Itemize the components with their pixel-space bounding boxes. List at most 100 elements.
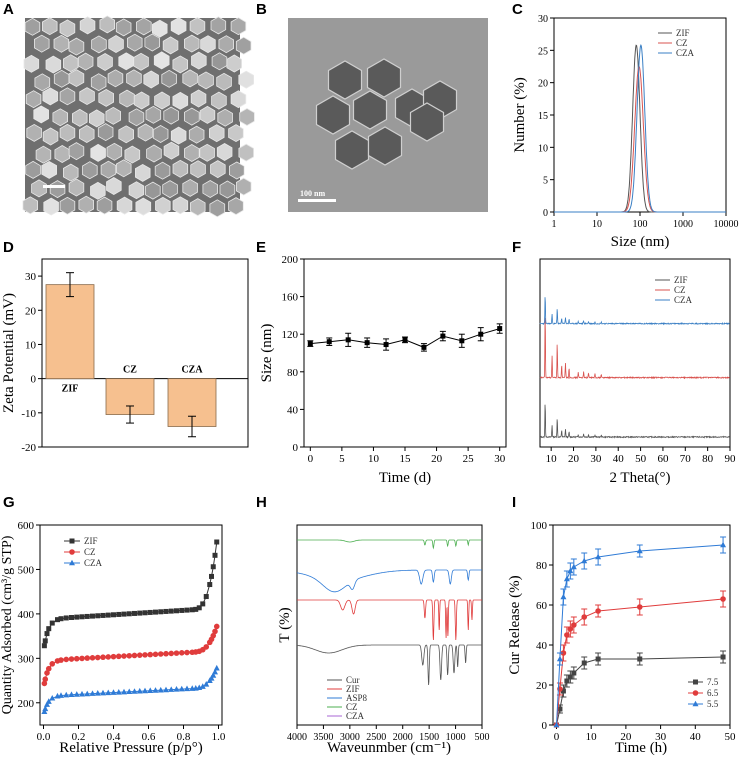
chart-g-legend-label: CZA	[84, 558, 103, 568]
chart-g-point	[42, 705, 49, 712]
chart-e-xtick-label: 0	[308, 453, 314, 465]
chart-g-point	[210, 564, 216, 570]
chart-g-point	[95, 613, 101, 619]
sem-particle	[126, 69, 142, 88]
sem-particle	[107, 69, 124, 88]
chart-g-point	[41, 680, 48, 687]
chart-i-point	[720, 541, 727, 548]
sem-particle	[163, 141, 180, 160]
sem-particle	[235, 36, 252, 55]
chart-g-legend-marker	[69, 549, 75, 555]
chart-g-point	[178, 685, 185, 692]
sem-particle	[172, 159, 189, 178]
sem-particle	[230, 90, 247, 109]
sem-particle	[59, 19, 76, 38]
chart-g-point	[79, 655, 85, 662]
chart-g-point	[168, 686, 175, 692]
sem-particle	[124, 145, 141, 164]
chart-g-point	[131, 688, 138, 694]
chart-h-legend-label: ZIF	[346, 684, 360, 694]
sem-image-panel	[22, 15, 255, 218]
chart-c-series-cza	[554, 43, 726, 213]
sem-particle	[116, 196, 133, 215]
chart-g-point	[58, 692, 64, 698]
sem-particle	[133, 91, 150, 110]
chart-c-legend-label: CZ	[676, 38, 688, 48]
chart-g-point	[173, 650, 180, 656]
sem-particle	[172, 55, 189, 74]
chart-g-point	[199, 683, 206, 689]
chart-i-point	[567, 674, 573, 680]
sem-particle	[82, 161, 98, 180]
chart-g-point	[116, 611, 122, 617]
sem-particle	[230, 17, 247, 36]
chart-e-point	[345, 337, 351, 343]
chart-g-xtick-label: 0.6	[142, 731, 156, 743]
chart-g-point	[142, 687, 148, 694]
chart-g-point	[126, 688, 133, 695]
chart-g-xtick-label: 0.8	[177, 731, 191, 743]
chart-i-point	[570, 563, 577, 570]
chart-f-series-zif	[539, 404, 730, 439]
chart-c-ytick-label: 15	[538, 111, 548, 122]
chart-h-xtick-label: 3500	[313, 732, 333, 743]
sem-particle	[41, 160, 57, 179]
chart-i-point	[571, 670, 577, 676]
chart-g: 0.0 0.2 0.4 0.6 0.8 1.0 200 300 400 500 600 ZIFCZC…	[0, 520, 226, 756]
sem-particle	[183, 144, 200, 162]
chart-g-point	[184, 685, 190, 692]
sem-particle	[200, 35, 216, 54]
sem-particle	[226, 54, 243, 73]
chart-h-ylabel: T (%)	[277, 607, 293, 642]
chart-i-point	[567, 567, 574, 574]
chart-g-point	[208, 675, 215, 681]
chart-h-series-cz	[297, 539, 482, 550]
sem-particle	[228, 161, 245, 180]
panel-label-i: I	[512, 494, 516, 511]
chart-d-category-label: ZIF	[62, 384, 79, 395]
sem-particle	[162, 180, 178, 199]
chart-g-point	[126, 652, 133, 659]
chart-e-point	[307, 341, 313, 347]
chart-g-point	[212, 628, 218, 635]
chart-g-point	[49, 661, 56, 667]
chart-i-xtick-label: 20	[620, 731, 632, 743]
chart-h-legend-label: CZA	[346, 711, 365, 721]
chart-i-ylabel: Cur Release (%)	[507, 575, 523, 674]
sem-particle	[72, 108, 88, 127]
chart-d-ytick-label: -10	[21, 408, 36, 420]
chart-d-ytick-label: 10	[25, 339, 37, 351]
chart-g-point	[147, 609, 153, 615]
panel-label-a: A	[3, 1, 14, 18]
chart-g-point	[184, 607, 190, 613]
chart-f-xtick-label: 60	[657, 453, 669, 465]
chart-i-legend-label: 5.5	[707, 699, 719, 709]
tem-particle	[352, 90, 388, 130]
chart-e-point	[402, 337, 408, 343]
chart-i-ytick-label: 0	[542, 720, 548, 732]
chart-d-ylabel: Zeta Potential (mV)	[1, 293, 17, 413]
chart-g-point	[168, 608, 174, 614]
chart-i-point	[720, 596, 726, 602]
sem-particle	[238, 70, 255, 89]
chart-h-xtick-label: 500	[475, 732, 490, 743]
chart-g-point	[89, 690, 96, 696]
chart-i-ytick-label: 40	[536, 640, 548, 652]
chart-g-point	[163, 650, 169, 657]
chart-e-point	[459, 338, 465, 344]
sem-particle	[134, 163, 151, 182]
chart-g-point	[90, 613, 95, 619]
chart-i-point	[581, 614, 588, 620]
chart-g-point	[45, 665, 52, 672]
chart-g-legend-marker	[69, 538, 75, 544]
chart-g-point	[89, 655, 96, 661]
chart-g-xtick-label: 0.4	[107, 731, 121, 743]
sem-particle	[172, 91, 189, 110]
sem-particle	[89, 109, 105, 128]
chart-d-category-label: CZ	[123, 365, 137, 376]
chart-e-frame	[303, 258, 507, 448]
chart-h-series-asp8	[297, 569, 482, 593]
sem-particle	[22, 196, 38, 215]
sem-particle	[155, 196, 171, 215]
chart-g-xlabel: Relative Pressure (p/p°)	[59, 740, 202, 756]
